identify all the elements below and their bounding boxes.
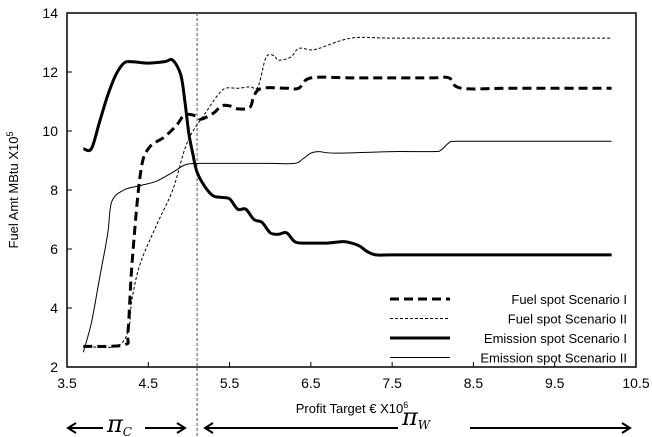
arrow-c-right-head [176, 422, 187, 434]
x-tick-label: 3.5 [57, 375, 77, 391]
legend-label-4: Emission spot Scenario II [480, 351, 627, 366]
series-line-2 [83, 36, 612, 348]
y-axis-label: Fuel Amt MBtu X105 [5, 131, 21, 248]
x-tick-label: 8.5 [464, 375, 484, 391]
x-tick-label: 5.5 [220, 375, 240, 391]
x-tick-label: 6.5 [301, 375, 321, 391]
arrow-c-left-head [66, 422, 77, 434]
x-tick-label: 7.5 [382, 375, 402, 391]
x-tick-label: 10.5 [622, 375, 649, 391]
arrow-w-left-head [203, 422, 214, 434]
y-tick-label: 8 [50, 182, 58, 198]
region-annotations: πC πW [66, 403, 632, 437]
x-tick-label: 4.5 [139, 375, 159, 391]
region-label-c: πC [106, 410, 132, 437]
legend-label-1: Fuel spot Scenario I [511, 292, 627, 307]
series-line-1 [83, 75, 612, 348]
series-line-3 [82, 57, 612, 257]
axes: 2 4 6 8 10 12 14 3.5 4.5 5.5 6.5 7.5 8.5 9.5 10.5 Profi… [5, 5, 650, 437]
y-tick-label: 10 [42, 123, 58, 139]
x-axis-label: Profit Target € X106 [296, 400, 408, 416]
y-tick-label: 14 [42, 5, 58, 21]
series-layer [82, 36, 612, 353]
series-line-4 [82, 140, 612, 353]
legend: Fuel spot Scenario I Fuel spot Scenario I… [390, 292, 627, 366]
region-label-w: πW [401, 403, 432, 432]
legend-label-2: Fuel spot Scenario II [508, 312, 627, 327]
y-tick-label: 6 [50, 241, 58, 257]
y-tick-label: 4 [50, 300, 58, 316]
arrow-w-right-head [621, 422, 632, 434]
legend-label-3: Emission spot Scenario I [484, 331, 627, 346]
y-tick-label: 2 [50, 359, 58, 375]
y-tick-label: 12 [42, 64, 58, 80]
x-tick-label: 9.5 [545, 375, 565, 391]
